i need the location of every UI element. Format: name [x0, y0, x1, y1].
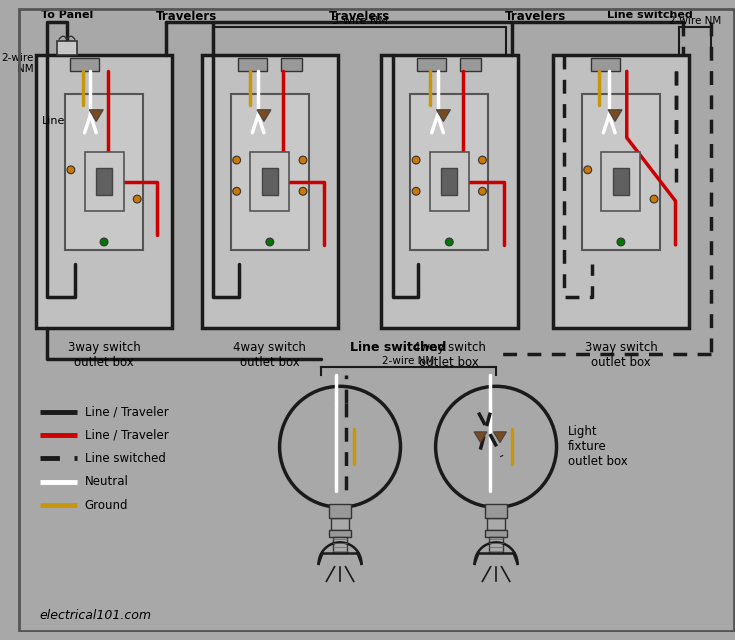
Bar: [329, 530, 351, 538]
Bar: [553, 55, 689, 328]
Circle shape: [584, 166, 592, 173]
Text: Ground: Ground: [85, 499, 128, 512]
Text: Travelers: Travelers: [157, 10, 218, 23]
Text: 4way switch
outlet box: 4way switch outlet box: [234, 342, 306, 369]
Polygon shape: [608, 109, 622, 122]
Text: Line switched: Line switched: [351, 341, 447, 354]
Bar: [442, 168, 457, 195]
Text: 4way switch
outlet box: 4way switch outlet box: [413, 342, 486, 369]
Circle shape: [233, 188, 240, 195]
Polygon shape: [257, 109, 271, 122]
Text: 3way switch
outlet box: 3way switch outlet box: [68, 342, 140, 369]
Text: Line switched: Line switched: [85, 452, 165, 465]
Bar: [201, 55, 338, 328]
Circle shape: [617, 238, 625, 246]
Circle shape: [67, 166, 75, 173]
Circle shape: [100, 238, 108, 246]
Text: Line switched: Line switched: [607, 10, 693, 20]
Bar: [65, 93, 143, 250]
Circle shape: [436, 387, 556, 508]
Circle shape: [266, 238, 273, 246]
Text: Light
fixture
outlet box: Light fixture outlet box: [568, 425, 628, 468]
Bar: [262, 168, 278, 195]
Text: Line: Line: [42, 116, 65, 126]
Bar: [237, 58, 267, 71]
Bar: [601, 152, 640, 211]
Polygon shape: [474, 432, 487, 443]
Bar: [417, 58, 446, 71]
Bar: [57, 41, 76, 55]
Text: Line / Traveler: Line / Traveler: [85, 429, 168, 442]
Text: 2-wire NM: 2-wire NM: [669, 17, 721, 26]
Text: 2-wire
NM: 2-wire NM: [1, 52, 34, 74]
Bar: [460, 58, 481, 71]
Bar: [582, 93, 660, 250]
Bar: [96, 168, 112, 195]
Circle shape: [412, 188, 420, 195]
Bar: [36, 55, 172, 328]
Text: Neutral: Neutral: [85, 476, 129, 488]
Circle shape: [299, 188, 307, 195]
Bar: [485, 504, 507, 518]
Bar: [251, 152, 290, 211]
Circle shape: [445, 238, 453, 246]
Circle shape: [133, 195, 141, 203]
Bar: [410, 93, 488, 250]
Text: electrical101.com: electrical101.com: [40, 609, 151, 622]
Text: Travelers: Travelers: [329, 10, 390, 23]
Bar: [329, 504, 351, 518]
Text: Line / Traveler: Line / Traveler: [85, 405, 168, 418]
Bar: [591, 58, 620, 71]
Circle shape: [478, 188, 487, 195]
Circle shape: [279, 387, 401, 508]
Text: 2-wire NM: 2-wire NM: [382, 356, 434, 366]
Circle shape: [650, 195, 658, 203]
Circle shape: [412, 156, 420, 164]
Bar: [333, 538, 347, 553]
Polygon shape: [437, 109, 451, 122]
Bar: [381, 55, 517, 328]
Text: Travelers: Travelers: [504, 10, 566, 23]
Text: To Panel: To Panel: [41, 10, 93, 20]
Bar: [613, 168, 628, 195]
Text: 3-wire NM: 3-wire NM: [331, 17, 387, 26]
Bar: [430, 152, 469, 211]
Bar: [485, 530, 507, 538]
Bar: [490, 538, 503, 553]
Bar: [85, 152, 123, 211]
Polygon shape: [89, 109, 103, 122]
Circle shape: [233, 156, 240, 164]
Bar: [487, 518, 505, 530]
Circle shape: [478, 156, 487, 164]
Bar: [281, 58, 302, 71]
Polygon shape: [493, 432, 506, 443]
Bar: [331, 518, 349, 530]
Text: 3way switch
outlet box: 3way switch outlet box: [584, 342, 657, 369]
Bar: [231, 93, 309, 250]
Circle shape: [299, 156, 307, 164]
Bar: [70, 58, 99, 71]
